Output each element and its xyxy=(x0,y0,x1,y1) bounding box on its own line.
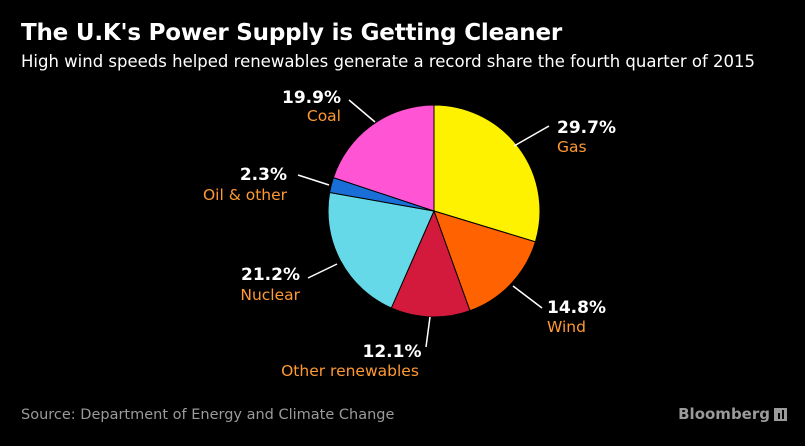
value-label-coal: 19.9% xyxy=(282,88,341,108)
value-label-nuclear: 21.2% xyxy=(241,265,300,285)
category-label-wind: Wind xyxy=(547,318,586,336)
brand-logo: Bloomberg xyxy=(678,405,787,423)
category-label-coal: Coal xyxy=(307,107,341,125)
chart-subtitle: High wind speeds helped renewables gener… xyxy=(21,52,756,71)
slice-nuclear xyxy=(327,191,435,309)
source-note: Source: Department of Energy and Climate… xyxy=(21,407,395,423)
leader-line-nuclear xyxy=(307,263,338,279)
category-label-other-renewables: Other renewables xyxy=(281,362,419,380)
leader-line-oil-other xyxy=(297,174,330,186)
value-label-other-renewables: 12.1% xyxy=(363,342,422,362)
slice-wind xyxy=(433,210,537,312)
value-label-wind: 14.8% xyxy=(547,298,606,318)
value-label-oil-other: 2.3% xyxy=(240,165,287,185)
value-label-gas: 29.7% xyxy=(557,118,616,138)
slice-labels: 29.7%Gas 14.8%Wind 12.1%Other renewables 21… xyxy=(203,88,616,380)
category-label-oil-other: Oil & other xyxy=(203,186,288,204)
leader-lines xyxy=(297,99,550,348)
leader-line-other-renewables xyxy=(425,316,431,348)
chart-title: The U.K's Power Supply is Getting Cleane… xyxy=(21,20,563,46)
brand-name: Bloomberg xyxy=(678,405,770,423)
category-label-nuclear: Nuclear xyxy=(240,286,300,304)
category-label-gas: Gas xyxy=(557,138,587,156)
pie-slices xyxy=(327,104,541,318)
bar-chart-icon xyxy=(774,407,787,421)
leader-line-coal xyxy=(348,99,376,123)
slice-other-renewables xyxy=(390,209,471,318)
leader-line-wind xyxy=(512,285,543,309)
slice-coal xyxy=(332,104,435,212)
leader-line-gas xyxy=(513,125,550,147)
slice-gas xyxy=(433,104,541,243)
